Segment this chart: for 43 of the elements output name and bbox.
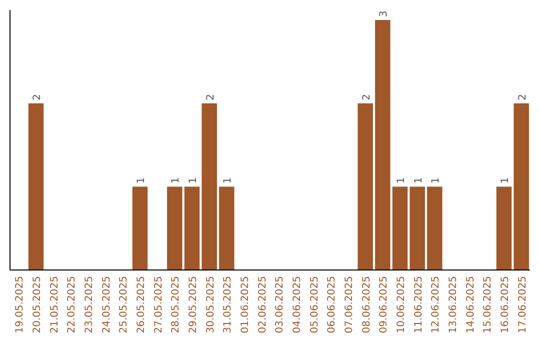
x-tick-label: 02.06.2025	[257, 276, 268, 334]
x-tick-label: 23.05.2025	[84, 276, 95, 334]
x-tick-label: 12.06.2025	[430, 276, 442, 334]
x-tick-label: 10.06.2025	[396, 276, 407, 334]
x-tick-label: 11.06.2025	[413, 276, 424, 334]
data-label: 2	[32, 94, 43, 100]
data-label: 1	[136, 177, 147, 184]
data-label: 1	[500, 177, 511, 184]
x-tick-label: 21.05.2025	[49, 276, 60, 334]
data-label: 2	[205, 94, 216, 100]
x-tick-label: 20.05.2025	[32, 276, 43, 334]
x-tick-label: 26.05.2025	[136, 276, 147, 334]
data-label: 3	[378, 10, 390, 17]
x-tick-label: 28.05.2025	[170, 276, 182, 334]
data-label: 1	[396, 177, 407, 184]
x-tick-label: 17.06.2025	[517, 276, 528, 334]
x-tick-label: 13.06.2025	[448, 276, 459, 334]
x-tick-label: 05.06.2025	[309, 276, 320, 334]
data-label: 1	[222, 177, 234, 184]
x-tick-label: 01.06.2025	[240, 276, 251, 334]
x-tick-label: 19.05.2025	[14, 276, 26, 334]
x-tick-label: 31.05.2025	[222, 276, 234, 334]
x-tick-label: 14.06.2025	[465, 276, 476, 334]
x-tick-label: 29.05.2025	[188, 276, 199, 334]
x-tick-label: 15.06.2025	[482, 276, 494, 334]
x-tick-label: 22.05.2025	[66, 276, 78, 334]
x-tick-label: 24.05.2025	[101, 276, 112, 334]
x-tick-label: 03.06.2025	[274, 276, 286, 334]
data-label: 2	[517, 94, 528, 100]
x-tick-label: 25.05.2025	[118, 276, 130, 334]
x-tick-label: 06.06.2025	[326, 276, 338, 334]
x-tick-label: 07.06.2025	[344, 276, 355, 334]
x-tick-label: 27.05.2025	[153, 276, 164, 334]
data-label: 1	[430, 177, 442, 184]
x-tick-label: 09.06.2025	[378, 276, 390, 334]
x-tick-label: 16.06.2025	[500, 276, 511, 334]
x-tick-label: 08.06.2025	[361, 276, 372, 334]
data-label: 2	[361, 94, 372, 100]
data-label: 1	[413, 177, 424, 184]
x-tick-label: 30.05.2025	[205, 276, 216, 334]
data-label: 1	[170, 177, 182, 184]
data-label: 1	[188, 177, 199, 184]
x-tick-label: 04.06.2025	[292, 276, 303, 334]
